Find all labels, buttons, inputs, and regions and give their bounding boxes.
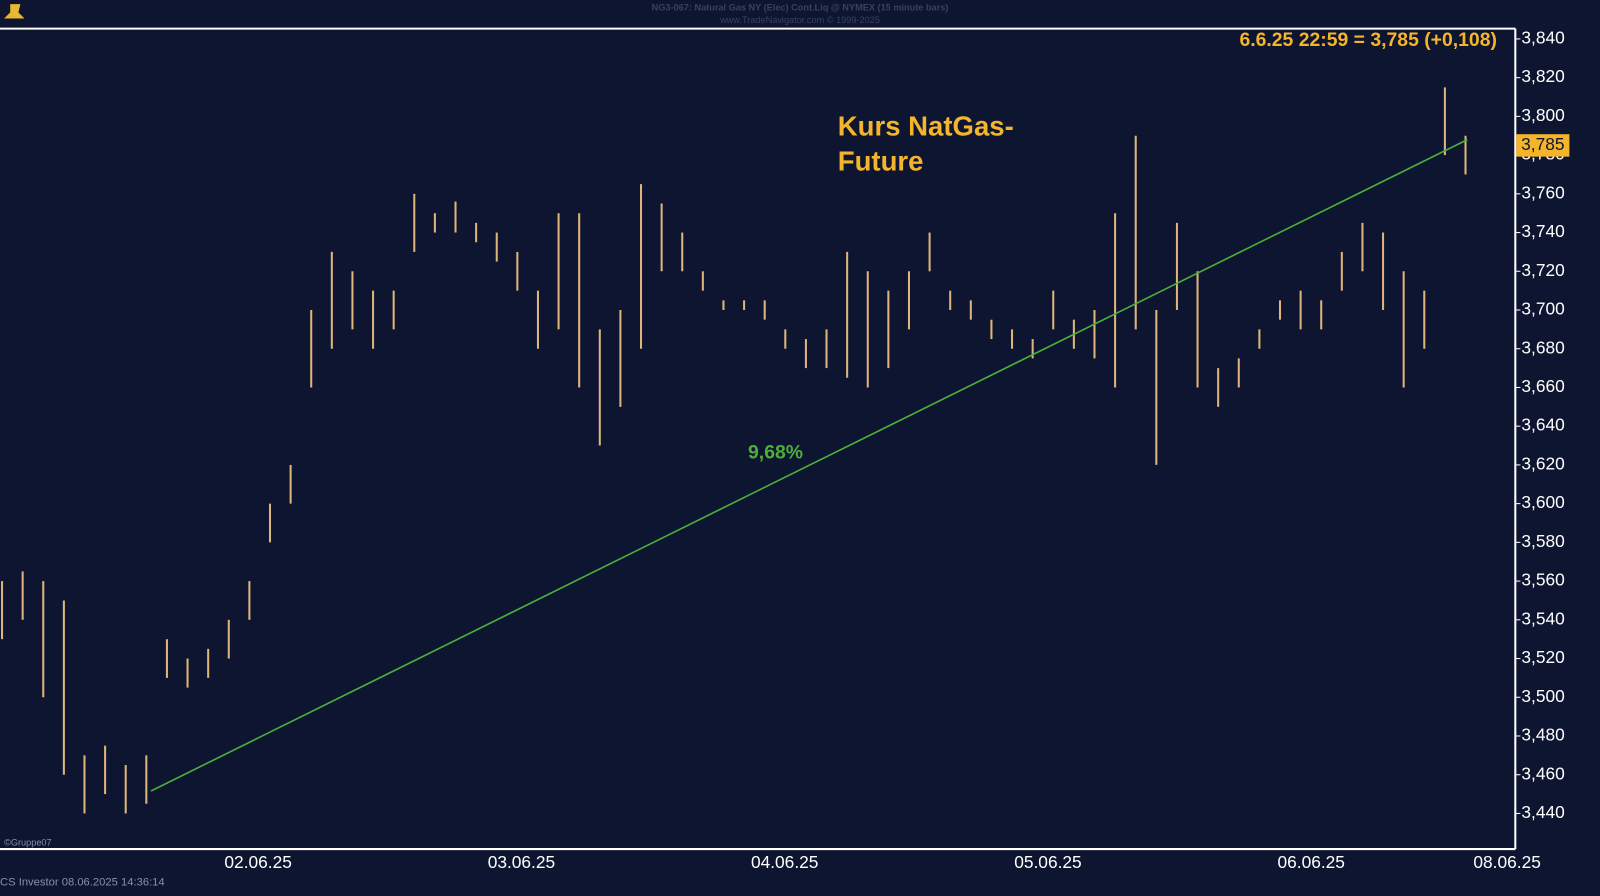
y-tick-label: 3,440	[1521, 802, 1564, 822]
header: NG3-067: Natural Gas NY (Elec) Cont.Liq …	[652, 3, 949, 13]
y-tick-label: 3,520	[1521, 647, 1564, 667]
trend-line	[150, 138, 1468, 792]
x-tick-label: 04.06.25	[751, 852, 818, 872]
y-tick-label: 3,460	[1521, 763, 1564, 783]
y-tick-label: 3,660	[1521, 376, 1564, 396]
watermark: ©Gruppe07	[4, 837, 52, 847]
last-quote: 6.6.25 22:59 = 3,785 (+0,108)	[1239, 29, 1496, 51]
trend-label: 9,68%	[748, 441, 803, 463]
y-tick-label: 3,700	[1521, 299, 1564, 319]
y-tick-label: 3,760	[1521, 182, 1564, 202]
y-tick-label: 3,600	[1521, 492, 1564, 512]
y-tick-label: 3,480	[1521, 725, 1564, 745]
x-tick-label: 08.06.25	[1473, 852, 1540, 872]
chart-title: Kurs NatGas-Future	[838, 111, 1014, 177]
footer: CS Investor 08.06.2025 14:36:14	[0, 877, 165, 889]
logo	[4, 4, 25, 19]
y-tick-label: 3,820	[1521, 66, 1564, 86]
y-tick-label: 3,560	[1521, 570, 1564, 590]
y-tick-label: 3,620	[1521, 453, 1564, 473]
y-tick-label: 3,680	[1521, 337, 1564, 357]
y-tick-label: 3,500	[1521, 686, 1564, 706]
x-tick-label: 02.06.25	[224, 852, 291, 872]
y-tick-label: 3,800	[1521, 105, 1564, 125]
price-tag-label: 3,785	[1521, 134, 1564, 154]
y-tick-label: 3,740	[1521, 221, 1564, 241]
y-tick-label: 3,840	[1521, 28, 1564, 48]
x-tick-label: 05.06.25	[1014, 852, 1081, 872]
x-tick-label: 03.06.25	[488, 852, 555, 872]
y-tick-label: 3,540	[1521, 608, 1564, 628]
y-tick-label: 3,720	[1521, 260, 1564, 280]
x-tick-label: 06.06.25	[1277, 852, 1344, 872]
y-tick-label: 3,580	[1521, 531, 1564, 551]
subheader: www.TradeNavigator.com © 1999-2025	[719, 15, 880, 25]
price-tag	[1516, 134, 1570, 157]
y-tick-label: 3,640	[1521, 415, 1564, 435]
